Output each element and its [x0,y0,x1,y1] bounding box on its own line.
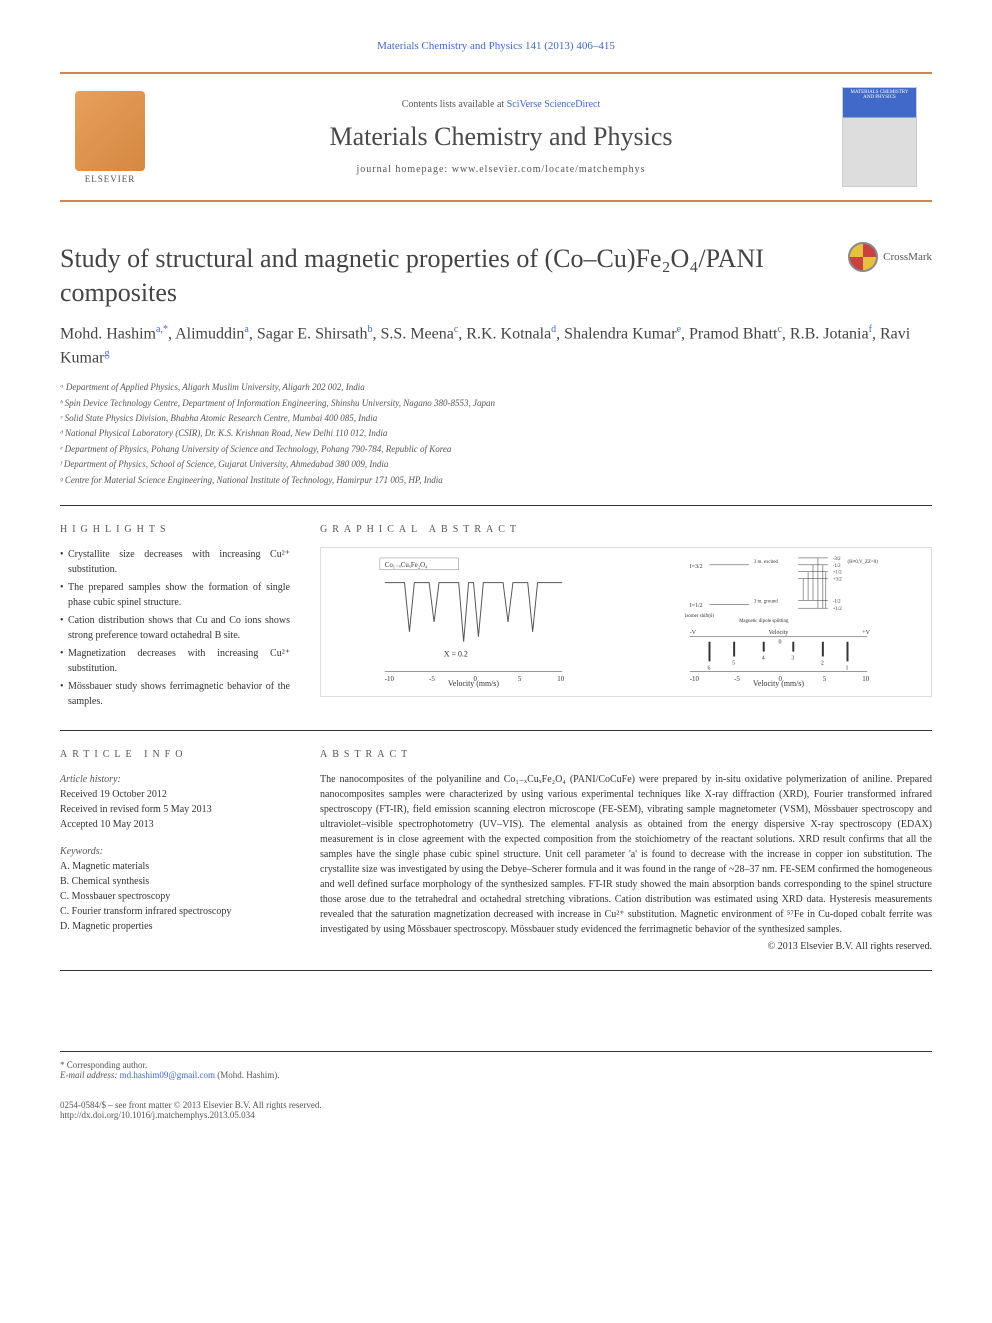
svg-text:5: 5 [732,660,735,666]
journal-banner: ELSEVIER Contents lists available at Sci… [60,72,932,202]
section-divider [60,970,932,971]
svg-text:-V: -V [690,630,697,636]
svg-text:+1/2: +1/2 [833,607,843,612]
svg-text:5: 5 [823,676,827,683]
highlight-item: Mössbauer study shows ferrimagnetic beha… [60,679,290,709]
svg-text:+V: +V [862,630,870,636]
svg-text:-5: -5 [429,676,435,683]
authors-list: Mohd. Hashima,*, Alimuddina, Sagar E. Sh… [60,322,932,371]
graphical-abstract-header: GRAPHICAL ABSTRACT [320,524,932,535]
accepted-date: Accepted 10 May 2013 [60,817,290,832]
svg-text:3 m. excited: 3 m. excited [754,560,779,565]
footer-bottom: 0254-0584/$ – see front matter © 2013 El… [60,1100,932,1120]
svg-text:-10: -10 [690,676,700,683]
svg-text:10: 10 [557,676,564,683]
affiliation-item: ᶠ Department of Physics, School of Scien… [60,457,932,471]
section-divider [60,505,932,506]
crossmark-badge[interactable]: CrossMark [848,242,932,272]
highlight-item: Cation distribution shows that Cu and Co… [60,613,290,643]
svg-text:-1/2: -1/2 [833,599,841,604]
header-citation: Materials Chemistry and Physics 141 (201… [60,40,932,52]
keyword-item: A. Magnetic materials [60,859,290,874]
svg-text:0: 0 [779,676,783,683]
journal-homepage: journal homepage: www.elsevier.com/locat… [160,164,842,175]
keyword-item: C. Fourier transform infrared spectrosco… [60,904,290,919]
highlight-item: Crystallite size decreases with increasi… [60,547,290,577]
abstract-text: The nanocomposites of the polyaniline an… [320,772,932,937]
svg-text:Isomer shift(δ): Isomer shift(δ) [685,614,715,619]
article-history-label: Article history: [60,772,290,787]
svg-text:3: 3 [791,655,794,661]
energy-level-diagram-panel: I=3/2 3 m. excited -3/2 -1/2 +1/2 +3/2 (… [626,548,931,696]
affiliation-item: ᵍ Centre for Material Science Engineerin… [60,473,932,487]
affiliations-list: ᵃ Department of Applied Physics, Aligarh… [60,380,932,487]
corresponding-author-label: * Corresponding author. [60,1060,932,1070]
svg-text:-10: -10 [385,676,395,683]
corresponding-email: E-mail address: md.hashim09@gmail.com (M… [60,1070,932,1080]
abstract-copyright: © 2013 Elsevier B.V. All rights reserved… [320,941,932,952]
abstract-header: ABSTRACT [320,749,932,760]
svg-text:3 m. ground: 3 m. ground [754,599,778,604]
affiliation-item: ᵃ Department of Applied Physics, Aligarh… [60,380,932,394]
revised-date: Received in revised form 5 May 2013 [60,802,290,817]
svg-text:I=1/2: I=1/2 [690,603,703,609]
keyword-item: B. Chemical synthesis [60,874,290,889]
highlights-list: Crystallite size decreases with increasi… [60,547,290,709]
svg-text:I=3/2: I=3/2 [690,564,703,570]
svg-text:2: 2 [821,660,824,666]
mossbauer-spectrum-panel: Co₁₋ₓCuₓFe₂O₄ X = 0.2 Velocity (mm/s) -1… [321,548,626,696]
elsevier-logo: ELSEVIER [75,91,145,184]
crossmark-icon [848,242,878,272]
article-info-block: Article history: Received 19 October 201… [60,772,290,934]
svg-text:Co₁₋ₓCuₓFe₂O₄: Co₁₋ₓCuₓFe₂O₄ [385,562,428,569]
affiliation-item: ᵈ National Physical Laboratory (CSIR), D… [60,426,932,440]
keyword-item: C. Mossbauer spectroscopy [60,889,290,904]
affiliation-item: ᵉ Department of Physics, Pohang Universi… [60,442,932,456]
keywords-label: Keywords: [60,844,290,859]
svg-text:0: 0 [474,676,478,683]
email-link[interactable]: md.hashim09@gmail.com [120,1070,215,1080]
received-date: Received 19 October 2012 [60,787,290,802]
affiliation-item: ᶜ Solid State Physics Division, Bhabha A… [60,411,932,425]
svg-text:10: 10 [862,676,869,683]
svg-text:(H≠0,V_ZZ=0): (H≠0,V_ZZ=0) [848,560,879,565]
svg-text:4: 4 [762,655,765,661]
svg-text:X = 0.2: X = 0.2 [444,649,468,658]
graphical-abstract-figure: Co₁₋ₓCuₓFe₂O₄ X = 0.2 Velocity (mm/s) -1… [320,547,932,697]
sciencedirect-link[interactable]: SciVerse ScienceDirect [507,99,601,110]
highlight-item: The prepared samples show the formation … [60,580,290,610]
highlights-header: HIGHLIGHTS [60,524,290,535]
journal-name: Materials Chemistry and Physics [160,122,842,152]
svg-text:Velocity: Velocity [769,630,789,636]
affiliation-item: ᵇ Spin Device Technology Centre, Departm… [60,396,932,410]
section-divider [60,730,932,731]
journal-cover-thumbnail: MATERIALS CHEMISTRY AND PHYSICS [842,87,917,187]
svg-text:6: 6 [708,665,711,671]
contents-available: Contents lists available at SciVerse Sci… [160,99,842,110]
keyword-item: D. Magnetic properties [60,919,290,934]
svg-text:0: 0 [779,640,782,646]
svg-text:-5: -5 [734,676,740,683]
front-matter-text: 0254-0584/$ – see front matter © 2013 El… [60,1100,932,1110]
svg-text:1: 1 [846,665,849,671]
svg-text:+1/2: +1/2 [833,571,843,576]
footer: * Corresponding author. E-mail address: … [60,1051,932,1080]
svg-text:-3/2: -3/2 [833,557,841,562]
svg-text:Magnetic dipole splitting: Magnetic dipole splitting [739,619,789,624]
svg-text:+3/2: +3/2 [833,578,843,583]
svg-text:-1/2: -1/2 [833,564,841,569]
highlight-item: Magnetization decreases with increasing … [60,646,290,676]
doi-link[interactable]: http://dx.doi.org/10.1016/j.matchemphys.… [60,1110,255,1120]
svg-text:5: 5 [518,676,522,683]
article-info-header: ARTICLE INFO [60,749,290,760]
article-title: Study of structural and magnetic propert… [60,242,848,310]
